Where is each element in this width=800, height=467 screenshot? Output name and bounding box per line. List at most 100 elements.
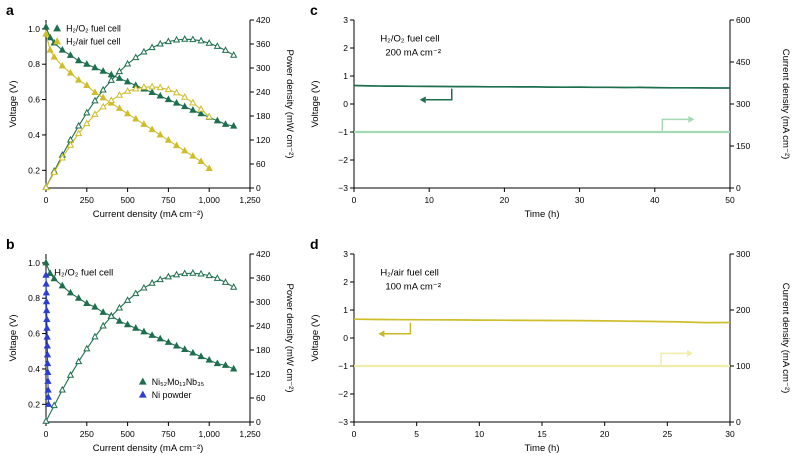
svg-text:1: 1: [343, 71, 348, 81]
chart-b-polarization-plot: 0 250 500 750 1,000 1,250 0.2 0.4 0.6 0.8 1.0 0 60 12…: [8, 249, 295, 455]
svg-text:Voltage (V): Voltage (V): [8, 315, 19, 362]
svg-text:Current density (mA cm⁻²): Current density (mA cm⁻²): [93, 209, 204, 220]
svg-text:10: 10: [475, 429, 485, 439]
svg-text:0: 0: [256, 183, 261, 193]
series-Ni₅₂Mo₁₃Nb₃₅ power density: [42, 269, 238, 424]
svg-text:250: 250: [80, 429, 94, 439]
svg-text:1,250: 1,250: [239, 195, 261, 205]
svg-text:100 mA cm⁻²: 100 mA cm⁻²: [385, 281, 441, 292]
svg-text:600: 600: [736, 15, 750, 25]
svg-text:Current density (mA cm⁻²): Current density (mA cm⁻²): [780, 49, 791, 160]
svg-text:450: 450: [736, 57, 750, 67]
svg-text:Power density (mW cm⁻²): Power density (mW cm⁻²): [284, 284, 295, 393]
annotation: H₂/O₂ fuel cell: [54, 267, 113, 278]
svg-text:0: 0: [352, 429, 357, 439]
axes: [350, 253, 734, 426]
svg-text:0: 0: [352, 195, 357, 205]
svg-text:−1: −1: [338, 127, 348, 137]
svg-text:1.0: 1.0: [28, 258, 40, 268]
svg-text:H₂/O₂ fuel cell: H₂/O₂ fuel cell: [54, 267, 113, 278]
svg-text:Ni₅₂Mo₁₃Nb₃₅: Ni₅₂Mo₁₃Nb₃₅: [152, 377, 205, 387]
axis-pointer-arrow: [419, 88, 453, 104]
tick-labels: 0 250 500 750 1,000 1,250 0.2 0.4 0.6 0.8 1.0 0 60 12…: [28, 249, 270, 439]
svg-text:H₂/air fuel cell: H₂/air fuel cell: [66, 37, 120, 47]
axis-titles: Current density (mA cm⁻²) Voltage (V) Powe…: [8, 50, 295, 221]
svg-text:0.8: 0.8: [28, 59, 40, 69]
svg-text:0.2: 0.2: [28, 399, 40, 409]
svg-text:H₂/O₂ fuel cell: H₂/O₂ fuel cell: [66, 24, 121, 34]
svg-text:150: 150: [736, 141, 750, 151]
svg-text:1: 1: [343, 305, 348, 315]
panel-d: d 0 5 10 15 20 25 30 −3 −2 −1 0 1 2 3 0 100 200 300 Time (…: [300, 236, 796, 464]
panel-label-b: b: [6, 236, 15, 252]
svg-text:240: 240: [256, 87, 270, 97]
svg-text:250: 250: [80, 195, 94, 205]
svg-text:2: 2: [343, 43, 348, 53]
svg-text:360: 360: [256, 39, 270, 49]
svg-text:−2: −2: [338, 155, 348, 165]
panel-label-a: a: [6, 2, 14, 18]
svg-text:Voltage (V): Voltage (V): [310, 81, 321, 128]
axis-pointer-arrow: [378, 322, 412, 338]
svg-text:5: 5: [414, 429, 419, 439]
series-Ni powder voltage: [42, 271, 53, 407]
series-Cell voltage: [353, 84, 730, 89]
axes: [42, 19, 254, 192]
legend: H₂/O₂ fuel cell H₂/air fuel cell: [53, 24, 121, 47]
svg-text:Current density (mA cm⁻²): Current density (mA cm⁻²): [93, 443, 204, 454]
svg-text:100: 100: [736, 361, 750, 371]
svg-text:0.8: 0.8: [28, 293, 40, 303]
svg-text:120: 120: [256, 369, 270, 379]
svg-text:1,000: 1,000: [199, 195, 221, 205]
svg-text:Current density (mA cm⁻²): Current density (mA cm⁻²): [780, 283, 791, 394]
svg-text:20: 20: [600, 429, 610, 439]
svg-text:−2: −2: [338, 389, 348, 399]
axis-titles: Current density (mA cm⁻²) Voltage (V) Powe…: [8, 284, 295, 455]
svg-text:Time (h): Time (h): [524, 443, 559, 454]
svg-text:120: 120: [256, 135, 270, 145]
svg-text:500: 500: [121, 429, 135, 439]
svg-text:40: 40: [650, 195, 660, 205]
svg-text:Ni powder: Ni powder: [152, 390, 192, 400]
panel-b: b 0 250 500 750 1,000 1,250 0.2 0.4 0.6 0.8 1.0 0 60…: [4, 236, 300, 464]
axis-pointer-arrow: [661, 116, 695, 131]
svg-text:750: 750: [161, 429, 175, 439]
panel-a: a 0 250 500 750 1,000 1,250 0.2 0.4 0.6 0.8 1.0 0 60…: [4, 2, 300, 230]
svg-text:20: 20: [500, 195, 510, 205]
svg-text:360: 360: [256, 273, 270, 283]
panel-label-d: d: [310, 236, 319, 252]
svg-text:1,000: 1,000: [199, 429, 221, 439]
panel-c: c 0 10 20 30 40 50 −3 −2 −1 0 1 2 3 0 150 300 450 600 Time…: [300, 2, 796, 230]
svg-text:240: 240: [256, 321, 270, 331]
series-H₂/O₂ power density: [42, 35, 238, 190]
series-Ni₅₂Mo₁₃Nb₃₅ voltage: [42, 258, 238, 372]
svg-text:0: 0: [736, 417, 741, 427]
svg-text:60: 60: [256, 393, 266, 403]
svg-text:500: 500: [121, 195, 135, 205]
svg-text:−3: −3: [338, 183, 348, 193]
axes: [350, 19, 734, 192]
annotation: H₂/O₂ fuel cell 200 mA cm⁻²: [380, 33, 441, 58]
svg-text:300: 300: [256, 297, 270, 307]
svg-text:15: 15: [537, 429, 547, 439]
svg-text:10: 10: [424, 195, 434, 205]
svg-text:0.6: 0.6: [28, 329, 40, 339]
svg-text:Voltage (V): Voltage (V): [8, 81, 19, 128]
svg-text:0.4: 0.4: [28, 130, 40, 140]
axes: [42, 253, 254, 426]
svg-text:30: 30: [725, 429, 735, 439]
svg-text:−1: −1: [338, 361, 348, 371]
svg-text:H₂/air fuel cell: H₂/air fuel cell: [380, 267, 439, 278]
svg-text:30: 30: [575, 195, 585, 205]
annotation: H₂/air fuel cell 100 mA cm⁻²: [380, 267, 441, 292]
svg-text:200: 200: [736, 305, 750, 315]
series-Cell voltage: [353, 318, 731, 324]
svg-text:200 mA cm⁻²: 200 mA cm⁻²: [385, 47, 441, 58]
svg-text:420: 420: [256, 15, 270, 25]
svg-text:0: 0: [343, 333, 348, 343]
svg-text:Power density (mW cm⁻²): Power density (mW cm⁻²): [284, 50, 295, 159]
svg-text:0: 0: [256, 417, 261, 427]
